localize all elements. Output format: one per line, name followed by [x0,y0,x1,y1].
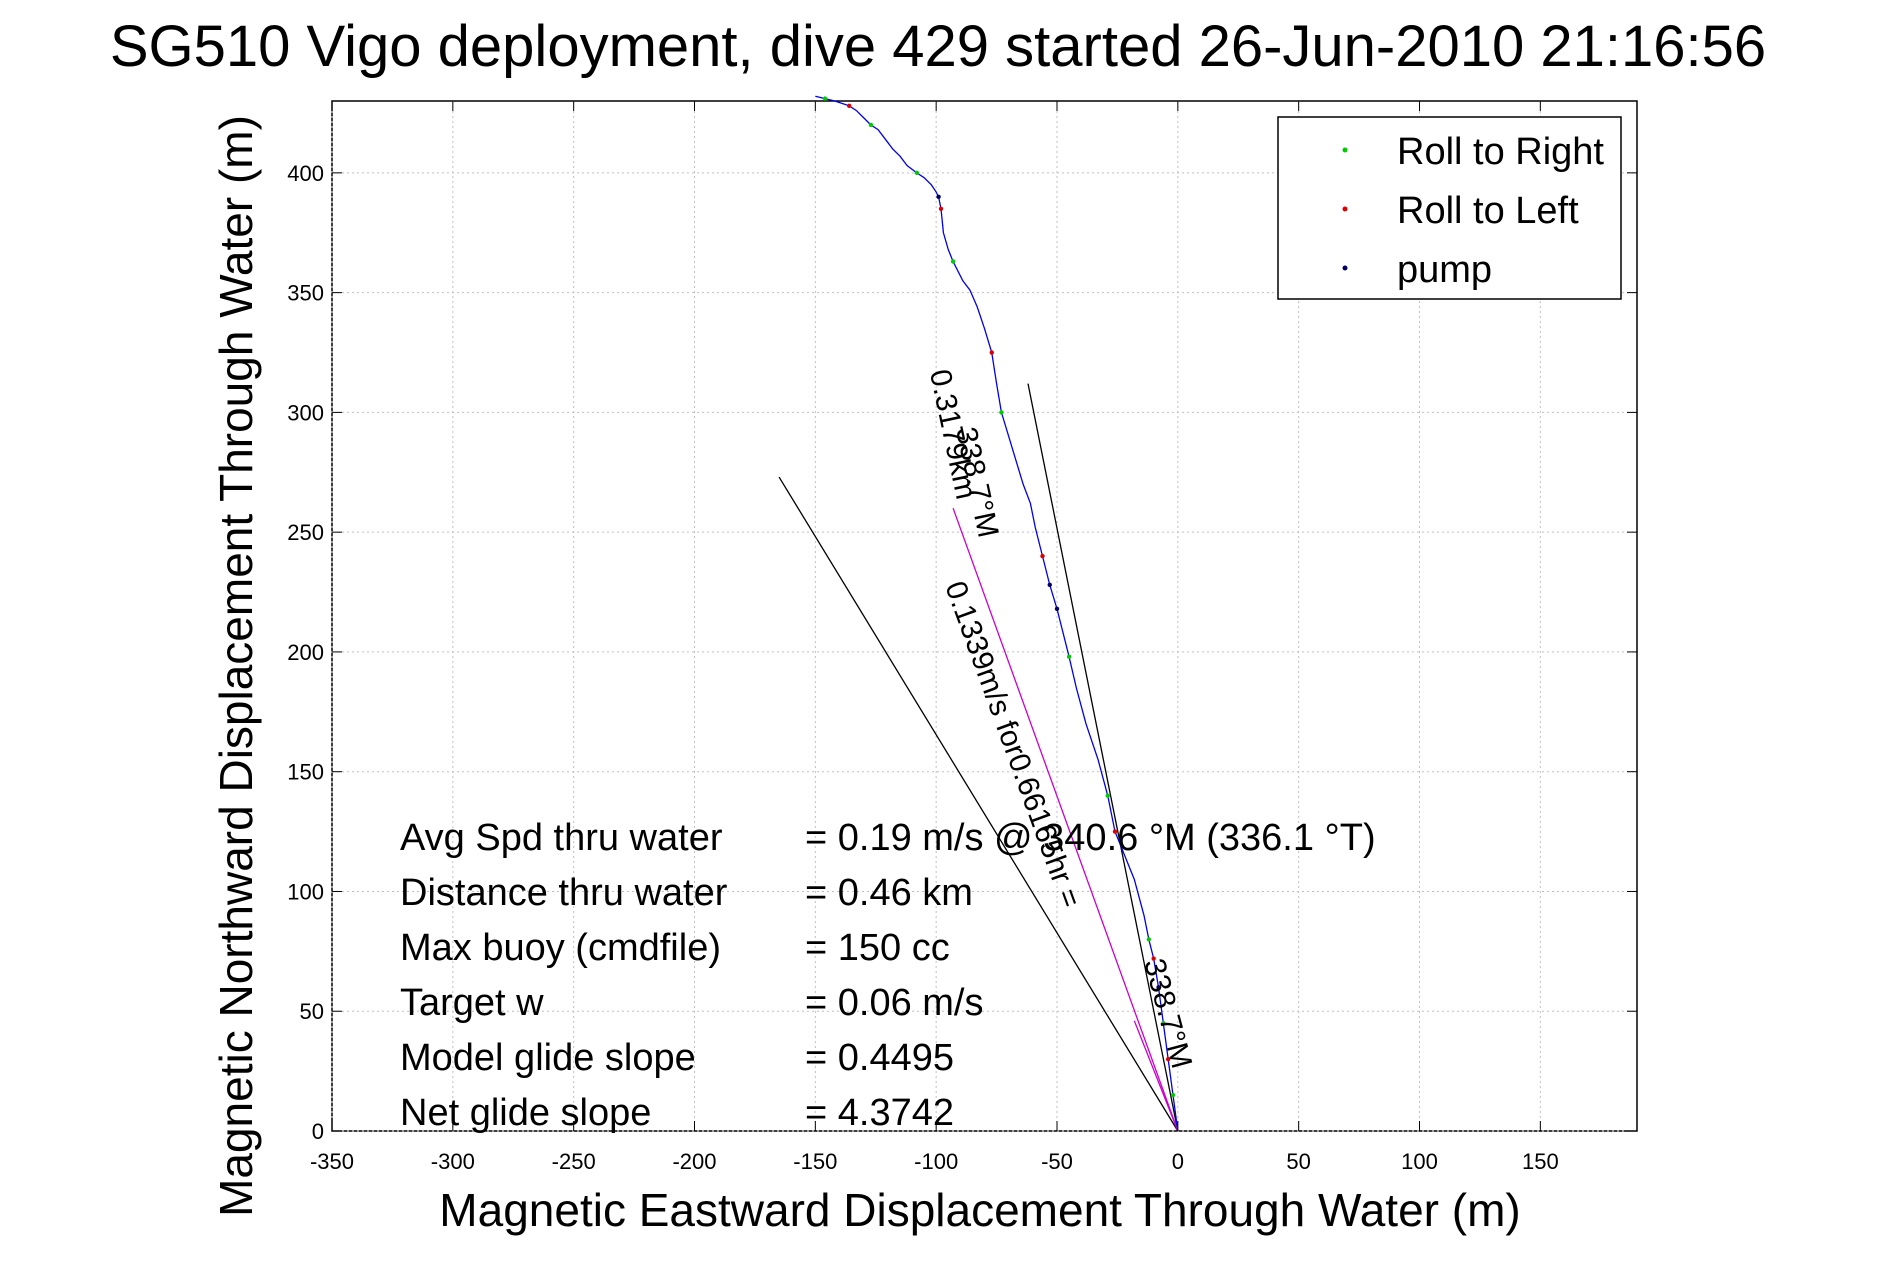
stat-value: = 150 cc [805,927,950,969]
stat-label: Net glide slope [400,1092,651,1134]
stats-block: Avg Spd thru water = 0.19 m/s @ 340.6 °M … [400,817,1376,1134]
reference-lines [778,383,1179,1132]
x-tick-label: -50 [1041,1149,1073,1174]
legend-marker [1342,147,1348,153]
y-tick-label: 0 [312,1119,324,1144]
marker-roll-right [868,122,874,128]
legend-box [1277,116,1622,300]
marker-roll-right [1170,1092,1176,1098]
marker-pump [1156,985,1161,990]
reference-line [1027,383,1179,1132]
y-tick-label: 50 [300,999,324,1024]
stat-value: = 0.06 m/s [805,982,983,1024]
legend-label: pump [1397,249,1492,291]
marker-roll-left [989,350,994,355]
marker-roll-left [1151,956,1156,961]
y-tick-label: 400 [287,161,324,186]
y-tick-label: 350 [287,281,324,306]
stat-value: = 0.46 km [805,872,973,914]
legend-marker [1342,265,1348,271]
x-tick-label: -150 [793,1149,837,1174]
marker-roll-left [1165,1056,1171,1062]
marker-pump [1054,606,1060,612]
marker-roll-right [822,96,828,101]
legend-label: Roll to Left [1397,190,1579,232]
marker-roll-right [1066,654,1072,659]
y-tick-label: 150 [287,760,324,785]
x-tick-label: -350 [310,1149,354,1174]
chart-title: SG510 Vigo deployment, dive 429 started … [110,14,1766,79]
y-tick-label: 100 [287,879,324,904]
marker-layer [822,96,1176,1098]
y-tick-label: 300 [287,400,324,425]
legend-marker [1342,206,1348,212]
x-ticks: -350 -300 -250 -200 -150 -100 -50 0 50 100 150 [310,101,1559,1174]
marker-roll-right [1161,1021,1166,1026]
stat-label: Avg Spd thru water [400,817,723,859]
marker-roll-right [950,259,956,264]
stat-value: = 4.3742 [805,1092,954,1134]
x-tick-label: -250 [552,1149,596,1174]
marker-roll-right [914,170,920,176]
x-axis-label: Magnetic Eastward Displacement Through W… [439,1184,1520,1236]
marker-pump [936,194,941,200]
marker-roll-right [1146,937,1152,942]
marker-pump [1047,582,1052,588]
marker-roll-left [1112,829,1118,834]
x-tick-label: 150 [1522,1149,1559,1174]
y-axis-label: Magnetic Northward Displacement Through … [210,115,262,1217]
stat-label: Distance thru water [400,872,728,914]
stat-value: = 0.4495 [805,1037,954,1079]
stat-value: = 0.19 m/s @ 340.6 °M (336.1 °T) [805,817,1376,859]
reference-line [952,507,1179,1132]
marker-roll-left [938,206,944,211]
legend-label: Roll to Right [1397,131,1604,173]
reference-line [1133,1020,1179,1132]
y-tick-label: 200 [287,640,324,665]
x-tick-label: 0 [1172,1149,1184,1174]
x-tick-label: -200 [672,1149,716,1174]
marker-roll-right [1105,793,1110,798]
y-ticks: 0 50 100 150 200 250 300 350 400 [287,161,1637,1144]
stat-label: Model glide slope [400,1037,696,1079]
stat-label: Max buoy (cmdfile) [400,927,721,969]
x-tick-label: -300 [431,1149,475,1174]
marker-roll-left [1040,553,1045,559]
x-tick-label: 50 [1286,1149,1310,1174]
y-tick-label: 250 [287,520,324,545]
x-tick-label: -100 [914,1149,958,1174]
reference-line [778,476,1179,1132]
legend: Roll to Right Roll to Left pump [1277,116,1622,300]
x-tick-label: 100 [1401,1149,1438,1174]
marker-roll-right [999,410,1004,415]
marker-roll-left [846,103,852,108]
stat-label: Target w [400,982,544,1024]
